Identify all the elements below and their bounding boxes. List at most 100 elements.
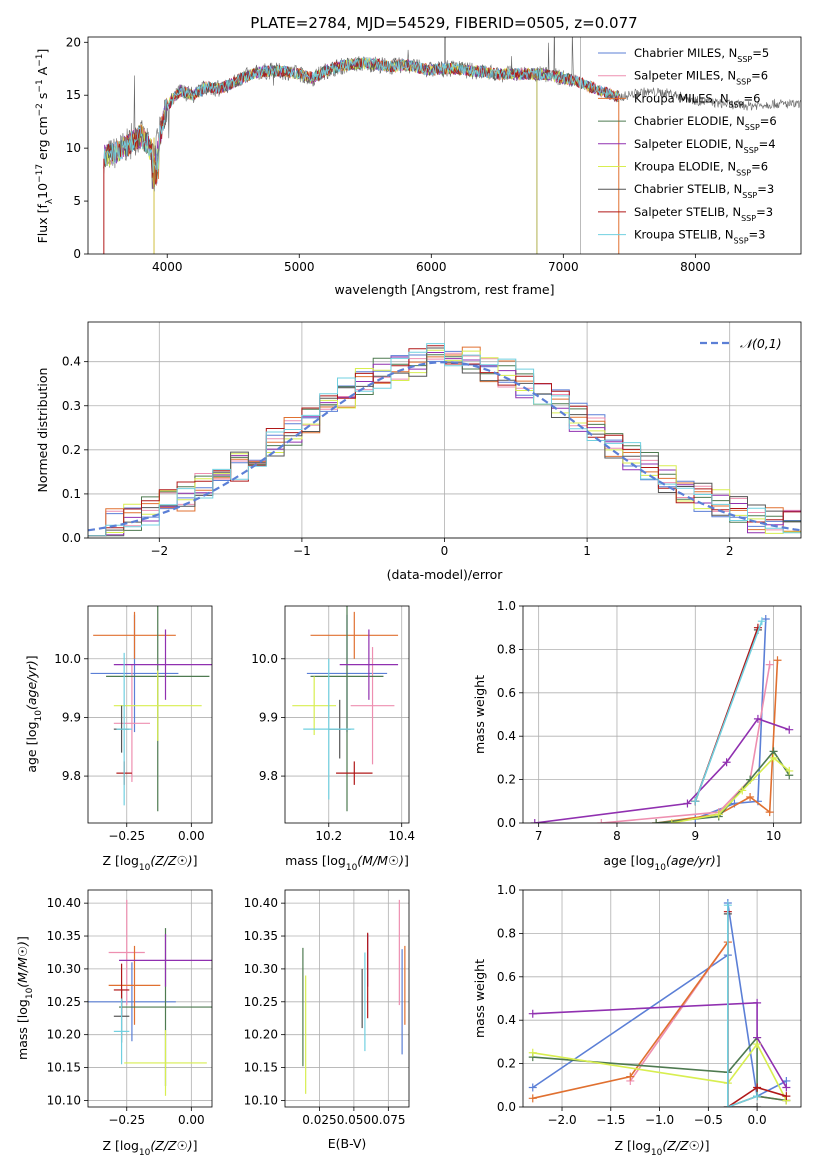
mass-weight-marker-8 [723,901,732,910]
mass-weight-marker-5 [667,819,676,823]
x-tick-label: 7 [535,829,543,843]
axes-frame [522,605,802,824]
mass-weight-marker-2 [765,808,774,817]
plot-area [88,899,212,1096]
y-tick-label: 0.4 [62,355,81,369]
x-tick-label: 7000 [548,260,579,274]
plot-area [103,37,801,254]
mass-weight-line-8 [727,905,758,1107]
plot-area [90,606,212,812]
y-tick-label: 10.20 [47,1028,81,1042]
y-tick-label: 0.0 [497,816,516,830]
y-tick-label: 10.40 [47,896,81,910]
x-tick-label: −1.5 [596,1113,625,1127]
mass-weight-marker-6 [753,1103,762,1107]
x-tick-label: 0.00 [178,1113,205,1127]
y-axis-label: age [log10(age/yr)] [24,655,44,772]
y-tick-label: 0.2 [497,773,516,787]
axes-frame [522,889,802,1108]
mass-weight-marker-0 [761,615,770,624]
plot-area [292,606,399,812]
y-tick-label: 10.20 [244,1028,278,1042]
x-tick-label: 0.050 [337,1113,371,1127]
x-axis-label: Z [log10(Z/Z☉)] [102,853,197,873]
y-tick-label: 10.15 [47,1061,81,1075]
mass-weight-line-5 [532,1042,788,1101]
legend-label: Kroupa MILES, NSSP=6 [634,91,760,109]
x-tick-label: 9 [691,829,699,843]
axes-frame [87,605,213,824]
plot-area [88,343,801,537]
mass-weight-marker-4 [753,714,762,723]
model-spectrum-8 [103,56,620,173]
y-tick-label: 0.6 [497,970,516,984]
mass-weight-marker-5 [769,753,778,762]
normal-curve [88,360,801,532]
plot-area [530,615,794,823]
figure-title: PLATE=2784, MJD=54529, FIBERID=0505, z=0… [250,14,637,32]
axes-frame [87,36,802,255]
y-tick-label: 10.0 [54,652,81,666]
y-tick-label: 20 [66,35,81,49]
y-tick-label: 0.8 [497,926,516,940]
x-tick-label: 4000 [152,260,183,274]
plot-area [302,899,406,1094]
x-tick-label: 0 [441,544,449,558]
mass-weight-marker-2 [528,1094,537,1103]
y-tick-label: 5 [73,194,81,208]
x-tick-label: 6000 [416,260,447,274]
mass-weight-marker-4 [528,1009,537,1018]
axes-frame [87,889,213,1108]
x-tick-label: 5000 [284,260,315,274]
y-tick-label: 10.30 [244,962,278,976]
y-tick-label: 10.25 [244,995,278,1009]
x-axis-label: Z [log10(Z/Z☉)] [102,1138,197,1158]
axes-frame [87,321,802,539]
x-tick-label: 10.4 [388,829,415,843]
mass-weight-marker-4 [722,758,731,767]
y-tick-label: 10.30 [47,962,81,976]
x-tick-label: 8000 [680,260,711,274]
y-tick-label: 9.9 [62,710,81,724]
mass-weight-marker-1 [597,819,606,823]
legend-label: Chabrier STELIB, NSSP=3 [634,182,774,200]
mass-weight-marker-4 [785,725,794,734]
y-tick-label: 0.4 [497,1013,516,1027]
y-tick-label: 1.0 [497,883,516,897]
y-axis-label: mass weight [472,675,487,754]
mass-weight-marker-2 [746,792,755,801]
histogram-8 [88,343,801,537]
x-tick-label: −1 [293,544,311,558]
panel-age_vs_Z: −0.25 0.00 9.8 9.9 10.0 Z [log10(Z/Z☉)] age [l… [24,605,213,873]
y-tick-label: 0 [73,247,81,261]
y-tick-label: 10.15 [244,1061,278,1075]
x-tick-label: 1 [583,544,591,558]
panel-residuals: −2 −1 0 1 2 0.0 0.1 0.2 0.3 0.4 𝒩(0,1) (data-model)… [35,321,802,582]
y-tick-label: 0.3 [62,399,81,413]
y-tick-label: 1.0 [497,599,516,613]
mass-weight-marker-4 [530,819,539,823]
panel-mass_weight_vs_age: 7 8 9 10 0.0 0.2 0.4 0.6 0.8 1.0 mass weight age [l… [472,599,802,873]
mass-weight-line-8 [694,620,763,802]
y-tick-label: 0.4 [497,729,516,743]
mass-weight-marker-8 [723,1103,732,1107]
mass-weight-line-4 [532,1001,788,1088]
panel-spectrum: 4000 5000 6000 7000 8000 0 5 10 15 20 wavelength [… [35,35,802,297]
y-tick-label: 9.8 [259,769,278,783]
y-tick-label: 0.2 [62,443,81,457]
x-axis-label: E(B-V) [328,1136,367,1151]
mass-weight-marker-3 [652,819,661,823]
y-axis-label: mass weight [472,959,487,1038]
x-tick-label: 2 [726,544,734,558]
x-axis-label: mass [log10(M/M☉)] [285,853,409,873]
y-tick-label: 10.25 [47,995,81,1009]
y-tick-label: 10.10 [47,1093,81,1107]
axes-frame [284,889,410,1108]
x-tick-label: 0.075 [371,1113,405,1127]
mass-weight-marker-0 [528,1083,537,1092]
x-axis-label: (data-model)/error [387,567,504,582]
mass-weight-marker-8 [753,1092,762,1101]
x-tick-label: −2.0 [547,1113,576,1127]
mass-weight-marker-2 [626,1072,635,1081]
x-tick-label: 0.0 [748,1113,767,1127]
